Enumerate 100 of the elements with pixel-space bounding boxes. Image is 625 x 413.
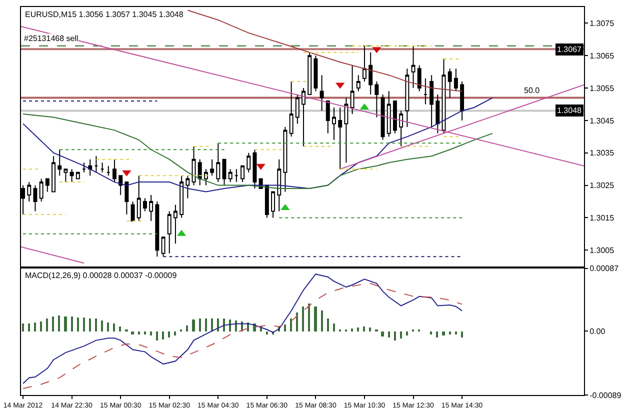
candlestick — [320, 74, 324, 112]
bar — [357, 327, 359, 332]
candlestick — [216, 142, 220, 183]
y-tick-label: 1.3025 — [590, 181, 615, 190]
candlestick — [100, 162, 104, 173]
candlestick — [112, 158, 116, 183]
bar — [461, 331, 463, 338]
candlestick — [283, 126, 288, 192]
candlestick — [222, 158, 226, 186]
line-series — [187, 10, 463, 92]
candlestick — [460, 81, 464, 121]
candlestick — [338, 106, 342, 170]
bar — [449, 331, 451, 334]
candlestick — [374, 81, 379, 118]
candlestick — [58, 149, 62, 176]
bar — [290, 318, 292, 332]
bar — [138, 331, 140, 334]
candlestick — [118, 175, 123, 196]
bar — [455, 331, 457, 334]
annotation: 50.0 — [524, 86, 540, 95]
candlestick — [161, 236, 166, 258]
bar — [22, 323, 24, 332]
bar — [162, 331, 164, 340]
bar — [400, 331, 402, 338]
candlestick — [252, 149, 257, 190]
candlestick — [302, 88, 306, 147]
annotation: 1.3048 — [557, 106, 582, 115]
bar — [113, 323, 115, 332]
bar — [199, 318, 201, 332]
bar — [52, 316, 54, 332]
bar — [168, 331, 170, 338]
bar — [406, 331, 408, 336]
bar — [83, 317, 85, 332]
candlestick — [411, 45, 416, 89]
line-series — [22, 97, 494, 192]
candlestick — [308, 52, 312, 96]
candlestick — [423, 78, 428, 105]
chart-title: EURUSD,M15 1.3056 1.3057 1.3045 1.3048 — [25, 10, 184, 19]
bar — [174, 331, 176, 336]
bar — [95, 318, 97, 332]
candlestick — [289, 81, 294, 138]
candlestick — [33, 184, 38, 212]
candlestick — [356, 74, 360, 92]
y-tick-label: 1.3005 — [590, 246, 615, 255]
candlestick — [180, 175, 184, 218]
candlestick — [198, 158, 202, 186]
bar — [71, 316, 73, 332]
candlestick — [405, 68, 410, 128]
candlestick — [173, 204, 178, 244]
candlestick — [228, 168, 232, 183]
candlestick — [124, 182, 129, 215]
candlestick — [149, 194, 154, 222]
candlestick — [210, 158, 214, 176]
bar — [40, 321, 42, 332]
bar — [131, 331, 134, 334]
candlestick — [417, 64, 422, 92]
candlestick — [136, 175, 141, 222]
bar — [150, 331, 152, 336]
candlestick — [192, 146, 196, 186]
candlestick — [70, 168, 74, 183]
bar — [321, 310, 323, 332]
y-tick-label: 0.00 — [590, 326, 606, 336]
candlestick — [142, 198, 147, 212]
bar — [77, 317, 79, 332]
bar — [223, 318, 225, 332]
candlestick — [430, 74, 434, 128]
candlestick — [386, 90, 391, 138]
bar — [363, 326, 365, 332]
candlestick — [45, 178, 50, 192]
bar — [192, 319, 195, 332]
candlestick — [392, 100, 397, 134]
candlestick — [326, 100, 330, 134]
bar — [388, 331, 390, 338]
candlestick — [448, 68, 452, 98]
candlestick — [94, 156, 98, 173]
bar — [333, 323, 335, 332]
candlestick — [314, 55, 318, 92]
candlestick — [155, 201, 160, 258]
bar — [217, 318, 219, 332]
candlestick — [380, 94, 385, 140]
bar — [296, 312, 298, 332]
bar — [351, 328, 353, 332]
candlestick — [130, 201, 135, 222]
candlestick — [264, 184, 269, 218]
candlestick — [76, 172, 80, 180]
bar — [144, 331, 146, 334]
bar — [369, 327, 371, 332]
candlestick — [246, 152, 251, 173]
bar — [436, 331, 438, 338]
bar — [205, 318, 207, 332]
bar — [284, 324, 286, 332]
y-tick-label: 0.00087 — [590, 264, 620, 274]
candlestick — [167, 210, 172, 254]
candlestick — [234, 168, 238, 183]
line-series — [22, 113, 494, 190]
candlestick — [344, 97, 348, 164]
candlestick — [39, 178, 44, 202]
y-tick-label: 1.3055 — [590, 84, 615, 93]
bar — [229, 319, 231, 332]
candlestick — [362, 45, 366, 82]
